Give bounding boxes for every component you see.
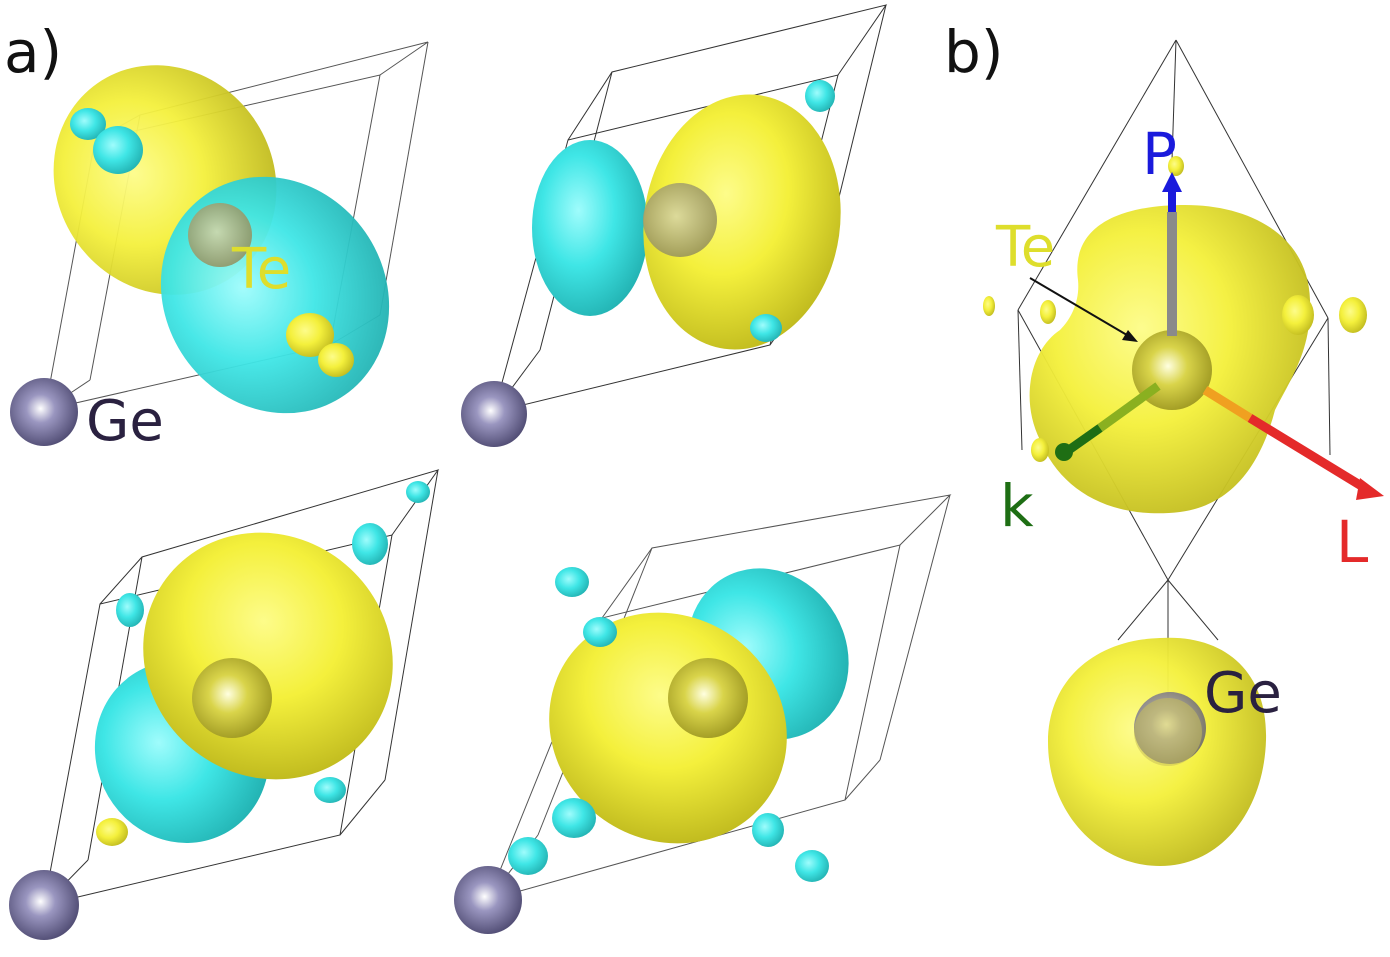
panel-b-label: b) xyxy=(944,18,1003,86)
cyan-blob xyxy=(116,593,144,627)
te-atom xyxy=(668,658,748,738)
te-atom xyxy=(192,658,272,738)
cyan-blob xyxy=(314,777,346,803)
l-axis-arrowhead xyxy=(1356,478,1384,500)
l-axis-label: L xyxy=(1336,508,1368,576)
cyan-blob xyxy=(795,850,829,882)
p-axis-label: P xyxy=(1142,120,1177,188)
cyan-blob xyxy=(552,798,596,838)
ge-atom xyxy=(454,866,522,934)
yellow-blob xyxy=(1031,438,1049,462)
cyan-blob xyxy=(352,523,388,565)
te-atom xyxy=(188,203,252,267)
k-axis-label: k xyxy=(1000,472,1034,540)
ge-core xyxy=(1134,698,1202,766)
panel-a-bottom-right xyxy=(454,494,952,934)
cyan-blob xyxy=(93,126,143,174)
panel-a-bottom-left xyxy=(9,469,440,940)
cyan-blob xyxy=(406,481,430,503)
ge-label-a: Ge xyxy=(86,389,164,454)
cyan-blob xyxy=(752,813,784,847)
panel-a-top-left: Te Ge xyxy=(10,41,429,454)
yellow-blob xyxy=(1282,295,1314,335)
ge-label-b: Ge xyxy=(1204,661,1282,726)
cyan-lobe xyxy=(532,140,648,316)
te-pointer-line xyxy=(1029,277,1133,339)
ge-atom xyxy=(10,378,78,446)
yellow-blob xyxy=(1168,156,1184,176)
te-label-a: Te xyxy=(231,237,291,302)
cyan-blob xyxy=(583,617,617,647)
p-axis-arrowhead xyxy=(1162,172,1182,192)
panel-b: P k L Te Ge xyxy=(983,39,1384,866)
l-axis-stem xyxy=(1202,386,1253,422)
l-axis-tip xyxy=(1247,414,1371,494)
yellow-blob xyxy=(983,296,995,316)
yellow-blob xyxy=(1040,300,1056,324)
te-atom xyxy=(643,183,717,257)
ge-atom xyxy=(9,870,79,940)
te-pointer-head xyxy=(1122,330,1138,342)
yellow-blob xyxy=(318,343,354,377)
panel-a-label: a) xyxy=(4,18,62,86)
cyan-blob xyxy=(805,80,835,112)
panel-a-top-right xyxy=(461,4,888,447)
cyan-blob xyxy=(750,314,782,342)
cyan-blob xyxy=(555,567,589,597)
yellow-lobe xyxy=(643,94,841,350)
yellow-blob xyxy=(286,313,334,357)
yellow-blob xyxy=(1339,297,1367,333)
cyan-blob xyxy=(508,837,548,875)
k-axis-stem xyxy=(1097,382,1161,432)
yellow-blob xyxy=(96,818,128,846)
te-label-b: Te xyxy=(995,215,1055,280)
k-axis-head xyxy=(1055,443,1073,461)
ge-atom xyxy=(461,381,527,447)
cyan-blob xyxy=(70,108,106,140)
